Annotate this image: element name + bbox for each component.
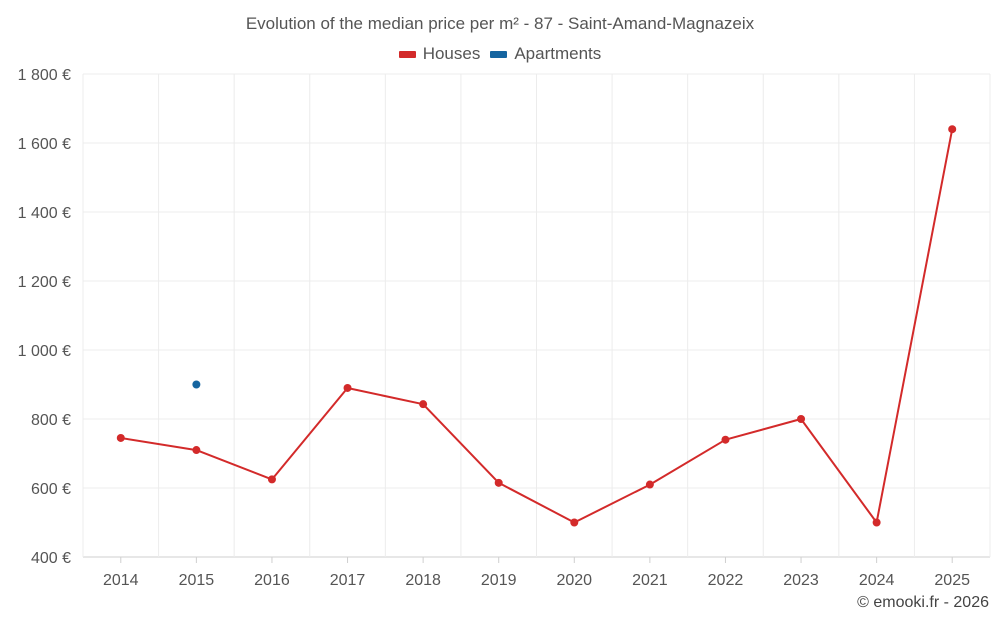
x-tick-label: 2025 bbox=[934, 572, 970, 589]
x-tick-label: 2020 bbox=[556, 572, 592, 589]
y-tick-label: 1 600 € bbox=[18, 136, 71, 153]
data-point-houses-2021 bbox=[645, 480, 654, 489]
x-tick-label: 2018 bbox=[405, 572, 441, 589]
legend-item-houses[interactable]: Houses bbox=[398, 44, 481, 64]
legend-swatch-houses bbox=[398, 50, 416, 58]
y-tick-label: 1 000 € bbox=[18, 343, 71, 360]
data-point-houses-2016 bbox=[267, 475, 276, 484]
data-point-apartments-2015 bbox=[192, 380, 201, 389]
x-tick-label: 2014 bbox=[103, 572, 139, 589]
data-point-houses-2022 bbox=[721, 435, 730, 444]
data-point-houses-2020 bbox=[570, 518, 579, 527]
legend-label-houses: Houses bbox=[422, 44, 481, 63]
x-tick-label: 2017 bbox=[330, 572, 366, 589]
x-tick-label: 2016 bbox=[254, 572, 290, 589]
y-tick-label: 1 800 € bbox=[18, 67, 71, 84]
y-tick-label: 400 € bbox=[31, 550, 71, 567]
legend-item-apartments[interactable]: Apartments bbox=[490, 44, 601, 64]
chart-title: Evolution of the median price per m² - 8… bbox=[245, 14, 755, 33]
y-tick-label: 800 € bbox=[31, 412, 71, 429]
data-point-houses-2017 bbox=[343, 383, 352, 392]
x-tick-label: 2015 bbox=[179, 572, 215, 589]
y-tick-label: 1 400 € bbox=[18, 205, 71, 222]
data-point-houses-2015 bbox=[192, 446, 201, 455]
data-point-houses-2019 bbox=[494, 478, 503, 487]
data-point-houses-2014 bbox=[116, 433, 125, 442]
data-point-houses-2024 bbox=[872, 518, 881, 527]
x-tick-label: 2023 bbox=[783, 572, 819, 589]
data-point-houses-2025 bbox=[948, 125, 957, 134]
y-tick-label: 600 € bbox=[31, 481, 71, 498]
x-tick-label: 2022 bbox=[708, 572, 744, 589]
y-tick-label: 1 200 € bbox=[18, 274, 71, 291]
legend-swatch-apartments bbox=[490, 50, 508, 58]
legend: Houses Apartments bbox=[0, 44, 1000, 64]
x-tick-label: 2021 bbox=[632, 572, 668, 589]
x-tick-label: 2024 bbox=[859, 572, 895, 589]
series-line-houses bbox=[120, 129, 954, 524]
credit-text: © emooki.fr - 2026 bbox=[857, 594, 989, 611]
x-tick-label: 2019 bbox=[481, 572, 517, 589]
data-point-houses-2018 bbox=[419, 400, 428, 409]
data-point-houses-2023 bbox=[797, 415, 806, 423]
legend-label-apartments: Apartments bbox=[514, 44, 602, 63]
